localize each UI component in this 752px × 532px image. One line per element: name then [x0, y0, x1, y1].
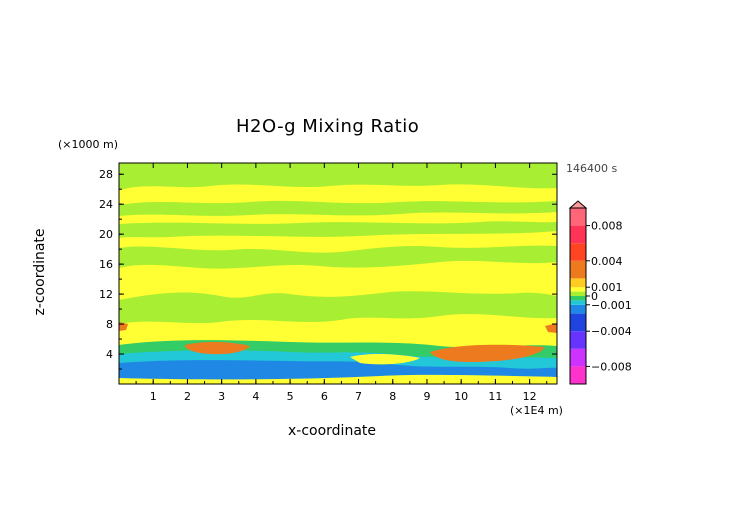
x-tick-label: 9 — [423, 390, 430, 403]
colorbar-tick-label: −0.001 — [591, 299, 632, 312]
colorbar-segment — [570, 331, 586, 349]
band-green-24 — [119, 200, 557, 216]
colorbar-tick-label: 0.004 — [591, 255, 623, 268]
band-green-20 — [119, 221, 557, 238]
colorbar-segment — [570, 208, 586, 226]
colorbar-segment — [570, 291, 586, 296]
colorbar-segment — [570, 278, 586, 288]
time-label: 146400 s — [566, 162, 618, 175]
band-top-green — [119, 163, 557, 190]
x-tick-label: 6 — [321, 390, 328, 403]
patch-orange-right — [430, 344, 545, 362]
x-tick-label: 1 — [150, 390, 157, 403]
y-tick-label: 4 — [106, 348, 113, 361]
colorbar-segment — [570, 366, 586, 384]
y-tick-label: 20 — [99, 228, 113, 241]
y-tick-label: 24 — [99, 198, 113, 211]
colorbar-arrow — [568, 200, 588, 209]
colorbar-segment — [570, 348, 586, 367]
band-green-12 — [119, 291, 557, 324]
plot-area — [118, 162, 558, 385]
x-tick-label: 5 — [287, 390, 294, 403]
colorbar-segment — [570, 225, 586, 244]
x-tick-label: 4 — [252, 390, 259, 403]
x-ticks: 1 2 3 4 5 6 7 8 9 10 11 12 — [135, 163, 548, 403]
patch-orange-edge-right — [545, 323, 557, 333]
x-tick-label: 3 — [218, 390, 225, 403]
patch-orange-left — [184, 342, 250, 355]
patch-yellow-low — [350, 354, 420, 365]
y-tick-label: 16 — [99, 258, 113, 271]
x-tick-label: 12 — [523, 390, 537, 403]
y-axis-unit: (×1000 m) — [58, 138, 119, 151]
colorbar-segment — [570, 243, 586, 261]
x-tick-label: 8 — [389, 390, 396, 403]
plot-frame — [118, 162, 558, 385]
x-tick-label: 7 — [355, 390, 362, 403]
band-green-16 — [119, 245, 557, 269]
colorbar-segment — [570, 296, 586, 301]
y-ticks: 4 8 12 16 20 24 28 — [99, 168, 557, 370]
colorbar-tick-label: 0 — [591, 290, 598, 303]
colorbar-tick-label: 0.008 — [591, 220, 623, 233]
colorbar-segment — [570, 260, 586, 279]
x-tick-label: 10 — [454, 390, 468, 403]
y-tick-label: 12 — [99, 288, 113, 301]
x-axis-label: x-coordinate — [288, 423, 377, 439]
colorbar-segment — [570, 313, 586, 332]
colorbar-tick-label: −0.008 — [591, 360, 632, 373]
colorbar-segment — [570, 304, 586, 314]
colorbar-segment — [570, 300, 586, 305]
colorbar-tick-label: −0.004 — [591, 325, 632, 338]
y-tick-label: 8 — [106, 318, 113, 331]
x-tick-label: 2 — [184, 390, 191, 403]
chart-title: H2O-g Mixing Ratio — [236, 116, 420, 137]
x-axis-unit: (×1E4 m) — [510, 404, 563, 417]
y-tick-label: 28 — [99, 168, 113, 181]
colorbar-tick-label: 0.001 — [591, 281, 623, 294]
colorbar-segment — [570, 287, 586, 292]
x-tick-label: 11 — [488, 390, 502, 403]
band-yellow-surface — [119, 374, 557, 384]
